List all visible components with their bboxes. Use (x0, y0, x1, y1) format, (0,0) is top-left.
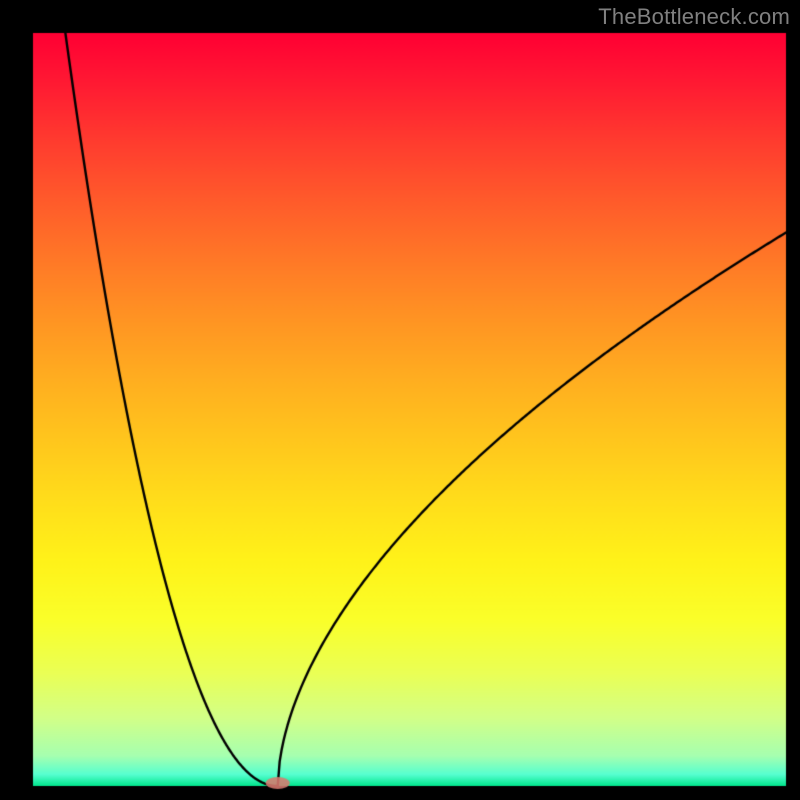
chart-container: TheBottleneck.com (0, 0, 800, 800)
bottleneck-curve-chart (0, 0, 800, 800)
watermark-text: TheBottleneck.com (598, 4, 790, 30)
